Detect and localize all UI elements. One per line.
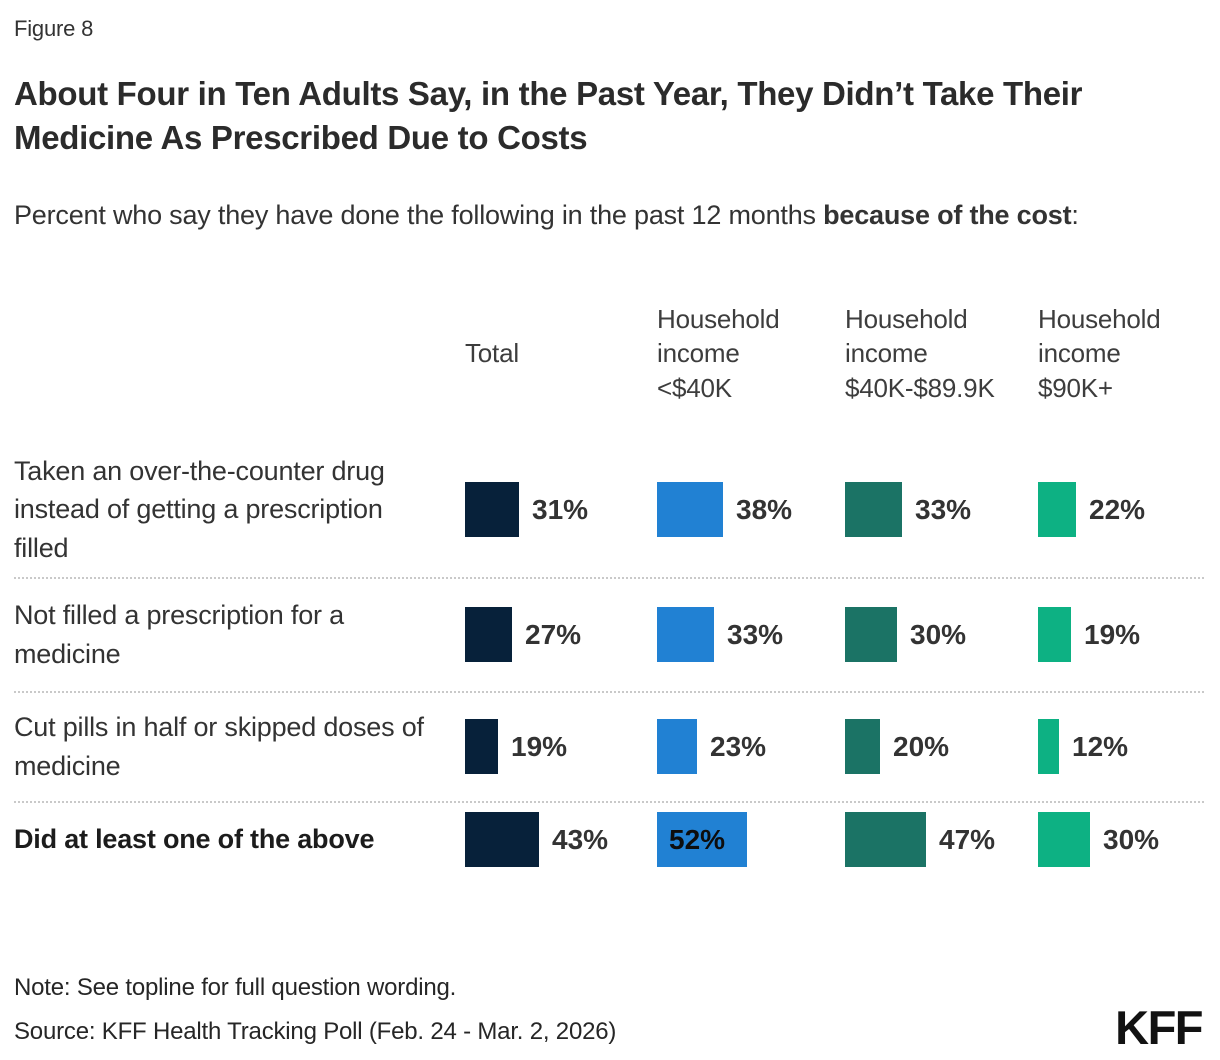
row-label: Not filled a prescription for a medicine bbox=[14, 599, 344, 669]
bar-value-label: 20% bbox=[893, 730, 950, 762]
bar-value-label: 33% bbox=[727, 618, 784, 650]
row-label: Did at least one of the above bbox=[14, 824, 375, 855]
bar-value-label: 31% bbox=[532, 493, 589, 525]
bar-cell: 47% bbox=[845, 812, 1038, 868]
bar-cell: 19% bbox=[465, 719, 657, 775]
bar-cell: 22% bbox=[1038, 482, 1204, 538]
bar-value-label: 19% bbox=[1084, 618, 1141, 650]
bar-cell: 30% bbox=[1038, 812, 1204, 868]
bar-cell: 19% bbox=[1038, 607, 1204, 663]
bar-value-label: 23% bbox=[710, 730, 767, 762]
bar-cell: 33% bbox=[657, 607, 845, 663]
bar-value-label: 47% bbox=[939, 823, 996, 855]
bar-cell: 31% bbox=[465, 482, 657, 538]
bar bbox=[465, 482, 519, 538]
bar bbox=[657, 607, 714, 663]
chart-subtitle: Percent who say they have done the follo… bbox=[14, 197, 1204, 235]
bar-value-label: 22% bbox=[1089, 493, 1146, 525]
bar bbox=[1038, 607, 1071, 663]
chart-rows: Taken an over-the-counter drug instead o… bbox=[14, 443, 1204, 877]
bar-cell: 33% bbox=[845, 482, 1038, 538]
kff-logo: KFF bbox=[1115, 1001, 1203, 1054]
bar: 52% bbox=[657, 812, 747, 868]
subtitle-suffix: : bbox=[1071, 199, 1079, 230]
chart-row: Did at least one of the above 43% 52% 47% 30… bbox=[14, 800, 1204, 877]
bar-value-label: 33% bbox=[915, 493, 972, 525]
chart-row: Cut pills in half or skipped doses of me… bbox=[14, 690, 1204, 801]
bar bbox=[845, 812, 926, 868]
bar-cell: 20% bbox=[845, 719, 1038, 775]
bar-value-label: 43% bbox=[552, 823, 609, 855]
bar-value-label: 12% bbox=[1072, 730, 1129, 762]
subtitle-regular-text: Percent who say they have done the follo… bbox=[14, 199, 824, 230]
bar bbox=[845, 607, 897, 663]
bar-cell: 30% bbox=[845, 607, 1038, 663]
chart-title: About Four in Ten Adults Say, in the Pas… bbox=[14, 75, 1083, 156]
bar bbox=[465, 719, 498, 775]
chart-row: Not filled a prescription for a medicine… bbox=[14, 576, 1204, 691]
bar-value-label: 52% bbox=[669, 823, 726, 855]
bar-cell: 12% bbox=[1038, 719, 1204, 775]
bar bbox=[1038, 719, 1059, 775]
bar-cell: 38% bbox=[657, 482, 845, 538]
bar bbox=[657, 719, 697, 775]
bar-value-label: 19% bbox=[511, 730, 568, 762]
note-text: Note: See topline for full question word… bbox=[14, 974, 457, 1001]
bar-cell: 23% bbox=[657, 719, 845, 775]
bar bbox=[465, 812, 539, 868]
bar bbox=[845, 719, 880, 775]
bar-value-label: 38% bbox=[736, 493, 793, 525]
bar bbox=[657, 482, 723, 538]
bar-cell: 52% bbox=[657, 812, 845, 868]
column-header: Household income $40K-$89.9K bbox=[845, 304, 995, 403]
bar bbox=[465, 607, 512, 663]
bar bbox=[1038, 812, 1090, 868]
bar bbox=[1038, 482, 1076, 538]
column-header: Total bbox=[465, 338, 519, 369]
figure-label: Figure 8 bbox=[14, 16, 94, 41]
bar-chart: Total Household income <$40K Household inc… bbox=[14, 265, 1204, 877]
bar-value-label: 27% bbox=[525, 618, 582, 650]
chart-row: Taken an over-the-counter drug instead o… bbox=[14, 443, 1204, 577]
row-label: Taken an over-the-counter drug instead o… bbox=[14, 455, 385, 563]
bar-value-label: 30% bbox=[1103, 823, 1160, 855]
bar bbox=[845, 482, 902, 538]
bar-cell: 27% bbox=[465, 607, 657, 663]
source-text: Source: KFF Health Tracking Poll (Feb. 2… bbox=[14, 1018, 617, 1045]
column-header: Household income $90K+ bbox=[1038, 304, 1161, 403]
column-header: Household income <$40K bbox=[657, 304, 780, 403]
subtitle-bold-text: because of the cost bbox=[823, 199, 1072, 230]
row-label: Cut pills in half or skipped doses of me… bbox=[14, 711, 424, 781]
bar-cell: 43% bbox=[465, 812, 657, 868]
column-headers: Total Household income <$40K Household inc… bbox=[14, 265, 1204, 443]
bar-value-label: 30% bbox=[910, 618, 967, 650]
